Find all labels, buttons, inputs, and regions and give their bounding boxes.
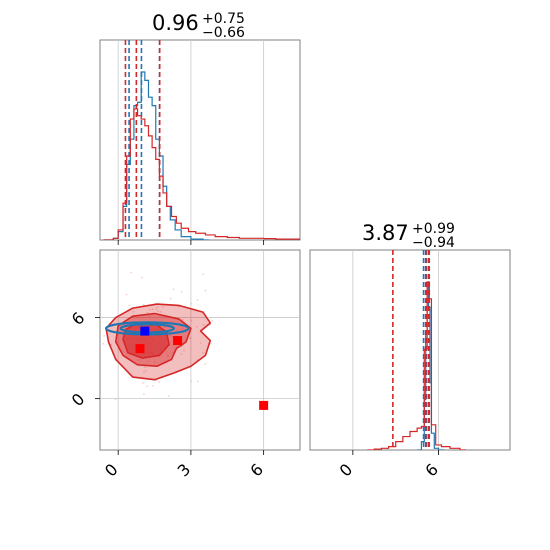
scatter-dot bbox=[143, 393, 145, 396]
title-param-1-plus: +0.75 bbox=[202, 11, 245, 27]
scatter-dot bbox=[196, 299, 199, 302]
hist-param-1-series-1-step bbox=[103, 108, 300, 240]
scatter-dot bbox=[202, 273, 205, 276]
scatter-dot bbox=[190, 379, 193, 382]
scatter-dot bbox=[89, 346, 91, 348]
scatter-dot bbox=[167, 355, 169, 358]
scatter-dot bbox=[117, 340, 120, 343]
scatter-dot bbox=[180, 353, 183, 356]
scatter-dot bbox=[141, 276, 144, 279]
marker-red bbox=[135, 344, 145, 354]
scatter-dot bbox=[156, 306, 159, 309]
hist-param-2-series-1-step bbox=[367, 281, 466, 450]
scatter-dot bbox=[204, 289, 207, 292]
scatter-dot bbox=[114, 398, 117, 401]
scatter-dot bbox=[167, 354, 169, 357]
scatter-dot bbox=[211, 319, 214, 322]
title-param-2-median: 3.87 bbox=[362, 221, 409, 245]
scatter-dot bbox=[149, 308, 151, 311]
scatter-dot bbox=[165, 350, 168, 353]
scatter-dot bbox=[199, 342, 202, 344]
scatter-dot bbox=[142, 304, 145, 306]
scatter-dot bbox=[100, 358, 101, 361]
scatter-dot bbox=[137, 359, 140, 361]
marker-blue bbox=[140, 326, 150, 336]
scatter-dot bbox=[153, 360, 156, 363]
scatter-dot bbox=[125, 293, 128, 296]
hist-param-1-series-0-step bbox=[103, 71, 210, 240]
panel-top-hist-frame bbox=[99, 39, 301, 241]
scatter-dot bbox=[197, 380, 200, 383]
scatter-dot bbox=[190, 319, 193, 322]
scatter-dot bbox=[169, 334, 172, 337]
scatter-dot bbox=[183, 349, 185, 352]
title-param-1-median: 0.96 bbox=[152, 11, 199, 35]
scatter-dot bbox=[169, 297, 172, 300]
title-param-1: 0.96 +0.75 −0.66 bbox=[152, 11, 245, 41]
title-param-2: 3.87 +0.99 −0.94 bbox=[362, 221, 455, 251]
scatter-dot bbox=[132, 310, 135, 313]
hist-param-2-x-tick-label: 0 bbox=[336, 460, 357, 481]
scatter-dot bbox=[209, 342, 212, 345]
scatter-dot bbox=[195, 325, 198, 328]
marker-red bbox=[173, 336, 183, 346]
scatter-dot bbox=[145, 370, 147, 372]
scatter-dot bbox=[88, 318, 90, 320]
scatter-dot bbox=[155, 308, 157, 310]
scatter-dot bbox=[146, 360, 149, 363]
scatter-dot bbox=[167, 395, 170, 397]
scatter-dot bbox=[209, 324, 212, 327]
title-param-2-plus: +0.99 bbox=[412, 221, 455, 237]
scatter-dot bbox=[142, 382, 144, 384]
scatter-x-tick-label: 3 bbox=[174, 460, 195, 481]
scatter-dot bbox=[146, 312, 149, 314]
scatter-dot bbox=[181, 318, 184, 321]
title-param-2-minus: −0.94 bbox=[412, 235, 455, 251]
scatter-y-tick-label: 0 bbox=[68, 389, 89, 410]
scatter-y-tick-label: 6 bbox=[68, 308, 89, 329]
scatter-dot bbox=[204, 363, 207, 365]
scatter-dot bbox=[202, 323, 205, 326]
scatter-dot bbox=[151, 308, 154, 311]
scatter-dot bbox=[180, 290, 183, 293]
scatter-dot bbox=[181, 327, 184, 330]
scatter-dot bbox=[128, 304, 131, 307]
scatter-dot bbox=[143, 371, 145, 374]
scatter-dot bbox=[161, 306, 164, 309]
title-param-1-minus: −0.66 bbox=[202, 25, 245, 41]
scatter-dot bbox=[95, 331, 97, 333]
hist-param-2-x-tick-label: 6 bbox=[421, 460, 442, 481]
scatter-dot bbox=[68, 343, 70, 345]
scatter-dot bbox=[148, 315, 151, 318]
scatter-dot bbox=[146, 385, 149, 388]
scatter-dot bbox=[188, 337, 191, 339]
scatter-dot bbox=[171, 335, 174, 338]
scatter-dot bbox=[190, 302, 193, 305]
panel-right-hist-frame bbox=[309, 249, 511, 451]
scatter-x-tick-label: 6 bbox=[246, 460, 267, 481]
scatter-dot bbox=[144, 366, 147, 369]
scatter-x-tick-label: 0 bbox=[101, 460, 122, 481]
scatter-dot bbox=[172, 351, 175, 354]
scatter-dot bbox=[130, 271, 133, 274]
scatter-dot bbox=[159, 310, 162, 313]
scatter-dot bbox=[202, 351, 204, 354]
scatter-dot bbox=[157, 381, 160, 384]
scatter-dot bbox=[152, 384, 154, 387]
scatter-dot bbox=[103, 334, 106, 337]
scatter-dot bbox=[172, 288, 175, 291]
scatter-dot bbox=[156, 310, 159, 312]
panel-scatter-frame bbox=[99, 249, 301, 451]
scatter-dot bbox=[175, 329, 178, 332]
scatter-dot bbox=[102, 342, 105, 345]
marker-red bbox=[259, 400, 269, 410]
